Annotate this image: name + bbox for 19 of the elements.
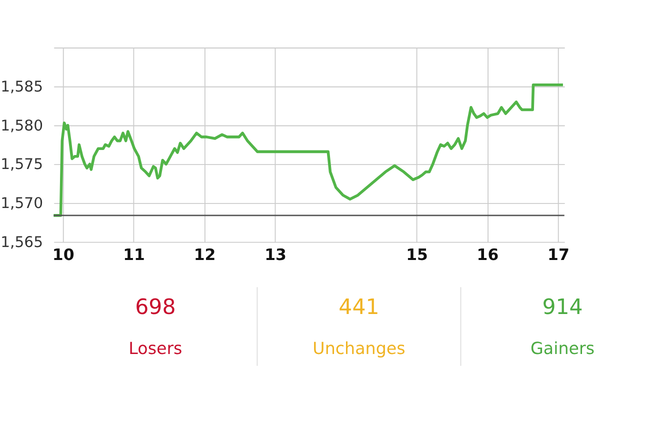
data-label: 441 [338, 295, 380, 320]
y-tick-label: 1,570 [0, 195, 44, 212]
data-label: 698 [135, 295, 176, 320]
line-series [52, 83, 564, 217]
x-tick-label: 15 [406, 244, 428, 264]
y-tick-label: 1,565 [0, 234, 44, 251]
data-label: 914 [542, 295, 583, 320]
x-tick-label: 11 [123, 244, 145, 264]
category-label: Unchanges [312, 338, 406, 358]
category-label: Losers [128, 338, 182, 358]
x-tick-label: 16 [476, 244, 499, 264]
category-label: Gainers [530, 338, 595, 358]
x-tick-label: 10 [52, 244, 74, 264]
x-tick-label: 13 [264, 244, 286, 264]
y-tick-label: 1,575 [0, 156, 44, 174]
y-tick-label: 1,585 [0, 78, 44, 96]
y-tick-label: 1,580 [0, 117, 44, 134]
x-tick-label: 17 [548, 244, 570, 264]
x-tick-label: 12 [194, 244, 216, 264]
